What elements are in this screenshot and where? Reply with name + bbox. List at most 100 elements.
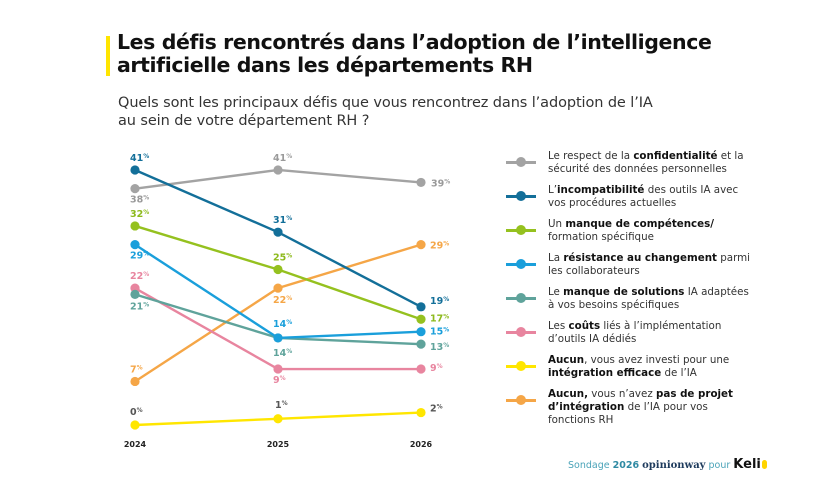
data-label-5-0: 22% <box>130 271 149 282</box>
legend-label: La résistance au changement parmi les co… <box>548 252 756 278</box>
data-label-1-1: 31% <box>273 215 292 226</box>
subtitle-line-2: au sein de votre département RH ? <box>118 113 370 129</box>
chart-legend: Le respect de la confidentialité et la s… <box>506 150 766 427</box>
kelio-logo: Keli <box>733 457 767 472</box>
legend-label-text: parmi les collaborateurs <box>548 252 751 277</box>
legend-label-text: liés à l’implémentation d’outils IA dédi… <box>548 320 722 345</box>
data-point-1-1 <box>273 227 283 237</box>
legend-label: L’incompatibilité des outils IA avec vos… <box>548 184 756 210</box>
data-label-4-1: 14% <box>273 348 292 359</box>
legend-label: Un manque de compétences/ formation spéc… <box>548 218 756 244</box>
legend-label-bold: manque de solutions <box>563 286 685 298</box>
title-accent-bar <box>106 36 110 76</box>
legend-line-dot-icon <box>506 292 536 305</box>
subtitle-line-1: Quels sont les principaux défis que vous… <box>118 95 653 111</box>
data-point-5-2 <box>416 364 426 374</box>
legend-label-text: L’ <box>548 184 558 196</box>
data-point-2-1 <box>273 264 283 275</box>
data-point-3-1 <box>273 333 283 343</box>
legend-label: Aucun, vous avez investi pour une intégr… <box>548 354 756 380</box>
legend-label-text: Un <box>548 218 566 230</box>
legend-label-bold: Aucun, <box>548 388 588 400</box>
opinionway-logo: opinionway <box>642 460 706 471</box>
data-point-6-2 <box>416 407 426 418</box>
data-point-2-2 <box>416 314 426 324</box>
x-axis-ticks: 2024 2025 2026 <box>124 440 433 449</box>
legend-label-bold: résistance au changement <box>563 252 717 264</box>
legend-line-dot-icon <box>506 360 536 373</box>
title-line-2: artificielle dans les départements RH <box>117 53 533 77</box>
data-point-5-1 <box>273 364 283 374</box>
data-label-5-2: 9% <box>430 363 443 374</box>
legend-label-text: IA adaptées à vos besoins spécifiques <box>548 286 749 311</box>
legend-label-text: et la sécurité des données personnelles <box>548 150 744 175</box>
legend-label: Le manque de solutions IA adaptées à vos… <box>548 286 756 312</box>
legend-line-dot-icon <box>506 258 536 271</box>
data-label-7-2: 29% <box>430 241 449 252</box>
data-label-6-2: 2% <box>430 404 443 415</box>
kelio-logo-o-icon <box>761 460 767 469</box>
x-tick-label-2024: 2024 <box>124 440 147 449</box>
legend-label: Aucun, vous n’avez pas de projet d’intég… <box>548 388 756 427</box>
data-label-3-0: 29% <box>130 251 149 262</box>
data-point-0-2 <box>416 177 426 188</box>
data-point-1-0 <box>130 165 140 175</box>
credit-year: 2026 <box>612 460 640 471</box>
legend-label-text: vous n’avez <box>587 388 657 400</box>
legend-item-3: La résistance au changement parmi les co… <box>506 252 766 278</box>
data-point-6-0 <box>130 420 140 430</box>
data-labels: 38% 41% 39% 41% 31% 19% 32% 25% 17% 29% 14% 15% 21% 1… <box>130 153 450 418</box>
data-label-4-0: 21% <box>130 301 149 312</box>
legend-line-dot-icon <box>506 224 536 237</box>
legend-item-6: Aucun, vous avez investi pour une intégr… <box>506 354 766 380</box>
legend-label-bold: intégration efficace <box>548 367 662 379</box>
legend-line-dot-icon <box>506 326 536 339</box>
legend-label-bold: pas de projet d’intégration <box>548 388 733 413</box>
credit-prefix: Sondage <box>568 460 613 471</box>
title-line-1: Les défis rencontrés dans l’adoption de … <box>117 30 712 54</box>
data-label-0-0: 38% <box>130 195 149 206</box>
legend-label: Les coûts liés à l’implémentation d’outi… <box>548 320 756 346</box>
data-point-3-0 <box>130 240 140 250</box>
data-label-5-1: 9% <box>273 375 286 386</box>
data-label-0-1: 41% <box>273 153 292 164</box>
legend-item-0: Le respect de la confidentialité et la s… <box>506 150 766 176</box>
data-point-7-0 <box>130 376 140 387</box>
legend-label-text: formation spécifique <box>548 231 654 243</box>
data-point-6-1 <box>273 414 283 424</box>
data-label-2-1: 25% <box>273 253 292 264</box>
chart-subtitle: Quels sont les principaux défis que vous… <box>118 94 653 130</box>
legend-item-5: Les coûts liés à l’implémentation d’outi… <box>506 320 766 346</box>
legend-line-dot-icon <box>506 156 536 169</box>
x-tick-label-2025: 2025 <box>267 440 290 449</box>
data-label-2-0: 32% <box>130 209 149 220</box>
data-label-6-0: 0% <box>130 407 143 418</box>
legend-line-dot-icon <box>506 394 536 407</box>
data-point-1-2 <box>416 302 426 312</box>
survey-credit: Sondage 2026 opinionway pour Keli <box>568 457 767 472</box>
legend-label-bold: coûts <box>568 320 601 332</box>
legend-label-bold: Aucun <box>548 354 585 366</box>
data-label-1-2: 19% <box>430 296 449 307</box>
legend-label-text: Le <box>548 286 564 298</box>
legend-label-text: , vous avez investi pour une <box>584 354 730 366</box>
legend-label-text: Le respect de la <box>548 150 634 162</box>
legend-label-text: Les <box>548 320 569 332</box>
legend-label-text: de l’IA <box>661 367 697 379</box>
legend-label-bold: manque de compétences/ <box>565 218 715 230</box>
data-label-3-1: 14% <box>273 319 292 330</box>
data-label-4-2: 13% <box>430 342 449 353</box>
data-point-4-0 <box>130 289 140 299</box>
legend-label-text: de l’IA pour vos fonctions RH <box>548 401 708 426</box>
legend-label-bold: confidentialité <box>633 150 718 162</box>
data-point-2-0 <box>130 221 140 231</box>
data-label-6-1: 1% <box>275 400 288 411</box>
kelio-logo-text: Keli <box>733 457 761 472</box>
legend-item-7: Aucun, vous n’avez pas de projet d’intég… <box>506 388 766 427</box>
page-title: Les défis rencontrés dans l’adoption de … <box>117 30 712 77</box>
x-tick-label-2026: 2026 <box>410 440 433 449</box>
data-label-3-2: 15% <box>430 327 449 338</box>
legend-item-2: Un manque de compétences/ formation spéc… <box>506 218 766 244</box>
data-point-3-2 <box>416 327 426 337</box>
